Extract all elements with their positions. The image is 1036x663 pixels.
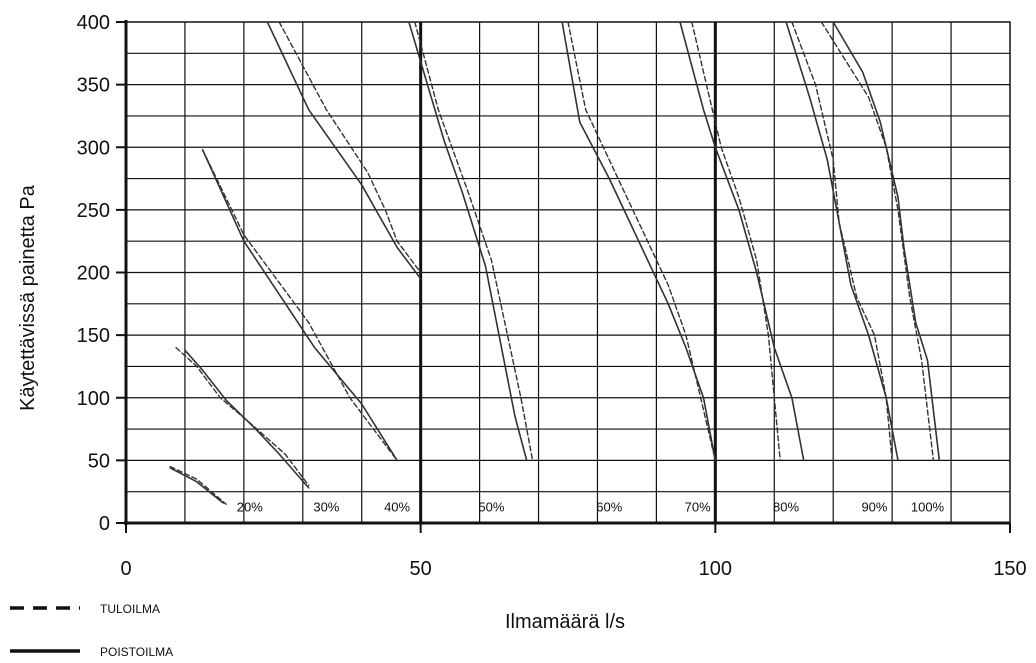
y-tick-label: 50 — [88, 450, 110, 472]
series-line-tuloilma — [414, 21, 534, 462]
series-line-tuloilma — [691, 21, 781, 462]
speed-label: 80% — [773, 500, 799, 515]
y-tick-label: 250 — [77, 200, 110, 222]
series-line-tuloilma — [201, 149, 398, 462]
series-line-tuloilma — [791, 21, 893, 462]
series-line-poistoilma — [832, 21, 941, 462]
series-line-poistoilma — [169, 467, 224, 504]
series-line-tuloilma — [278, 21, 422, 274]
annotations: 20% 30% 40% 50% 60% 70% 80% 90% 100% — [237, 500, 945, 515]
y-tick-label: 0 — [99, 513, 110, 535]
speed-label: 100% — [911, 500, 945, 515]
legend-poistoilma-label: POISTOILMA — [100, 645, 173, 659]
y-tick-label: 100 — [77, 388, 110, 410]
series-line-tuloilma — [169, 465, 227, 505]
series-line-poistoilma — [679, 21, 805, 462]
x-axis-label: Ilmamäärä l/s — [505, 611, 625, 633]
y-tick-label: 300 — [77, 137, 110, 159]
x-tick-label: 50 — [410, 558, 432, 580]
y-tick-label: 400 — [77, 12, 110, 34]
speed-label: 40% — [384, 500, 410, 515]
series-lines — [169, 21, 941, 505]
y-tick-label: 200 — [77, 263, 110, 285]
speed-label: 60% — [596, 500, 622, 515]
series-line-poistoilma — [408, 21, 528, 462]
series-line-poistoilma — [266, 21, 422, 280]
axes — [116, 20, 1011, 533]
speed-label: 20% — [237, 500, 263, 515]
legend-tuloilma-label: TULOILMA — [100, 602, 160, 616]
grid — [125, 21, 1011, 524]
speed-label: 70% — [685, 500, 711, 515]
x-tick-label: 0 — [120, 558, 131, 580]
series-line-poistoilma — [785, 21, 899, 462]
series-line-poistoilma — [561, 21, 717, 462]
series-line-tuloilma — [175, 346, 310, 487]
speed-label: 30% — [313, 500, 339, 515]
tick-labels: 0 50 100 150 200 250 300 350 400 0 50 100 150 — [77, 12, 1027, 580]
y-tick-label: 350 — [77, 75, 110, 97]
speed-label: 50% — [478, 500, 504, 515]
y-tick-label: 150 — [77, 325, 110, 347]
speed-label: 90% — [861, 500, 887, 515]
y-axis-label: Käytettävissä painetta Pa — [17, 184, 39, 411]
x-tick-label: 100 — [699, 558, 732, 580]
series-line-tuloilma — [820, 21, 935, 462]
series-line-poistoilma — [184, 349, 310, 489]
series-line-poistoilma — [201, 149, 398, 462]
legend: TULOILMA POISTOILMA — [10, 602, 173, 659]
x-tick-label: 150 — [993, 558, 1026, 580]
